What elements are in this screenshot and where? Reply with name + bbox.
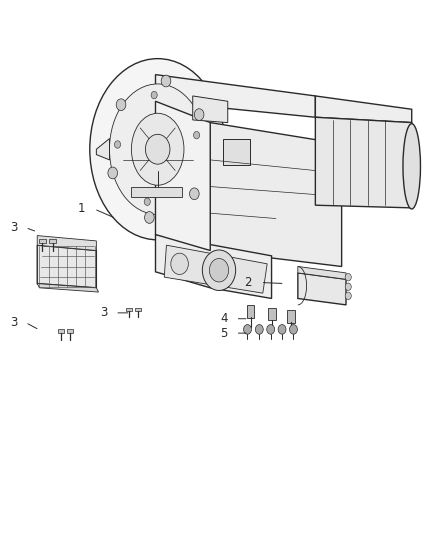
- FancyBboxPatch shape: [39, 239, 46, 243]
- FancyBboxPatch shape: [223, 139, 250, 165]
- Circle shape: [345, 292, 351, 300]
- Polygon shape: [37, 284, 99, 292]
- FancyBboxPatch shape: [247, 305, 254, 318]
- Text: 4: 4: [220, 312, 228, 325]
- Ellipse shape: [90, 59, 226, 240]
- Polygon shape: [155, 75, 315, 117]
- FancyBboxPatch shape: [67, 329, 73, 333]
- Circle shape: [290, 325, 297, 334]
- Polygon shape: [315, 96, 412, 123]
- Circle shape: [209, 259, 229, 282]
- Circle shape: [190, 188, 199, 200]
- Circle shape: [116, 99, 126, 110]
- Polygon shape: [37, 245, 96, 288]
- FancyBboxPatch shape: [135, 308, 141, 311]
- Ellipse shape: [403, 124, 420, 209]
- Circle shape: [144, 198, 150, 206]
- Circle shape: [161, 75, 171, 87]
- Polygon shape: [155, 101, 210, 251]
- Circle shape: [278, 325, 286, 334]
- Text: 3: 3: [100, 306, 107, 319]
- FancyBboxPatch shape: [126, 308, 132, 311]
- Polygon shape: [210, 123, 342, 266]
- Polygon shape: [193, 96, 228, 123]
- Circle shape: [267, 325, 275, 334]
- Circle shape: [114, 141, 120, 148]
- Polygon shape: [155, 235, 272, 298]
- Circle shape: [145, 212, 154, 223]
- Polygon shape: [96, 139, 110, 160]
- Polygon shape: [315, 117, 412, 208]
- Circle shape: [345, 273, 351, 281]
- Circle shape: [151, 91, 157, 99]
- FancyBboxPatch shape: [268, 308, 276, 320]
- Text: 1: 1: [78, 203, 85, 215]
- Circle shape: [145, 134, 170, 164]
- Text: 3: 3: [10, 221, 18, 234]
- Polygon shape: [298, 266, 346, 279]
- Polygon shape: [298, 273, 346, 305]
- Circle shape: [194, 109, 204, 120]
- Polygon shape: [131, 187, 182, 197]
- Circle shape: [171, 253, 188, 274]
- Circle shape: [345, 283, 351, 290]
- Circle shape: [108, 167, 117, 179]
- Ellipse shape: [110, 84, 206, 215]
- Circle shape: [244, 325, 251, 334]
- Text: 3: 3: [10, 316, 18, 329]
- FancyBboxPatch shape: [49, 239, 56, 243]
- Circle shape: [194, 132, 200, 139]
- Circle shape: [202, 250, 236, 290]
- Circle shape: [255, 325, 263, 334]
- FancyBboxPatch shape: [58, 329, 64, 333]
- Polygon shape: [164, 245, 267, 293]
- Ellipse shape: [131, 114, 184, 185]
- Polygon shape: [37, 236, 96, 251]
- FancyBboxPatch shape: [287, 310, 295, 323]
- Text: 2: 2: [244, 276, 252, 289]
- Text: 5: 5: [220, 327, 228, 340]
